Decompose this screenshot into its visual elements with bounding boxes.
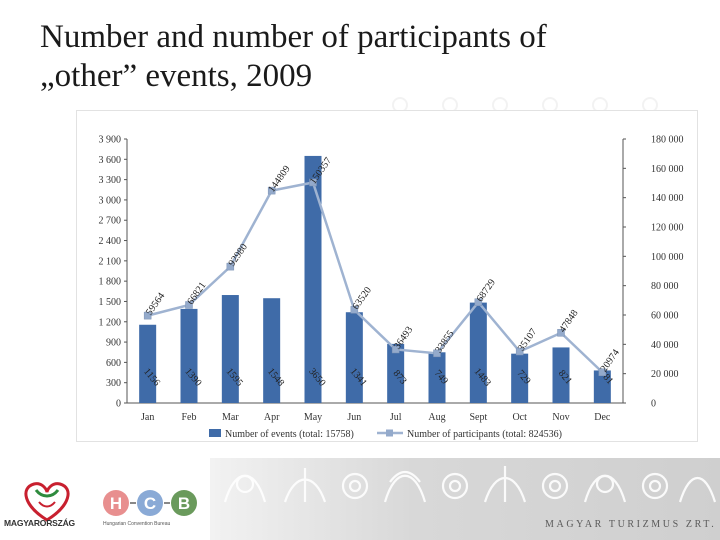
y-left-tick-label: 2 400 <box>99 236 122 247</box>
hcb-logo: H C B <box>103 490 197 516</box>
participants-marker <box>309 178 317 187</box>
participants-marker <box>557 329 565 337</box>
y-left-tick-label: 3 900 <box>99 135 122 146</box>
footer-ornament <box>223 466 717 503</box>
hcb-caption: Hungarian Convention Bureau <box>103 521 171 527</box>
participants-marker <box>598 368 607 376</box>
participants-marker <box>226 262 235 271</box>
line-value-label: 36493 <box>392 325 415 352</box>
legend-label-participants: Number of participants (total: 824536) <box>407 429 562 440</box>
y-left-tick-label: 300 <box>106 378 121 389</box>
y-left-tick-label: 0 <box>116 399 121 410</box>
y-left-tick-label: 2 700 <box>99 216 122 227</box>
y-left-tick-label: 1 800 <box>99 277 122 288</box>
chart-panel: 0 300 600 900 1 200 1 500 1 800 2 100 2 400 2 700… <box>76 110 698 442</box>
y-left-tick-label: 3 000 <box>99 195 122 206</box>
y-right-tick-label: 140 000 <box>651 193 684 204</box>
x-tick-label: Dec <box>594 412 611 423</box>
hcb-letter-b: B <box>178 494 190 513</box>
title-line-2: „other” events, 2009 <box>40 58 313 94</box>
bar <box>593 370 611 403</box>
x-tick-label: Jan <box>141 412 154 423</box>
bar <box>345 312 363 403</box>
y-left-tick-label: 600 <box>106 358 121 369</box>
y-right-tick-label: 20 000 <box>651 369 679 380</box>
line-value-label: 59564 <box>144 291 167 318</box>
participants-marker <box>185 301 193 309</box>
y-right-tick-label: 100 000 <box>651 252 684 263</box>
hcb-letter-c: C <box>144 494 156 513</box>
line-value-label: 63520 <box>351 285 374 312</box>
y-left-tick-label: 2 100 <box>99 256 122 267</box>
y-right-tick-label: 60 000 <box>651 311 679 322</box>
y-left-tick-label: 1 500 <box>99 297 122 308</box>
y-left-tick-label: 1 200 <box>99 317 122 328</box>
x-tick-label: Sept <box>469 412 487 423</box>
y-left-tick-label: 900 <box>106 338 121 349</box>
bar <box>304 155 322 403</box>
legend-label-events: Number of events (total: 15758) <box>225 429 354 440</box>
y-right-tick-label: 180 000 <box>651 135 684 146</box>
line-value-label: 35107 <box>516 327 539 354</box>
y-right-tick-label: 0 <box>651 399 656 410</box>
participants-marker <box>350 306 359 314</box>
y-right-tick-label: 120 000 <box>651 223 684 234</box>
slide-title: Number and number of participants of „ot… <box>40 18 680 96</box>
bar <box>552 347 570 403</box>
bar <box>469 302 487 403</box>
x-tick-label: Mar <box>222 412 239 423</box>
line-value-label: 47848 <box>557 308 580 335</box>
hcb-letter-h: H <box>110 494 122 513</box>
legend-swatch-marker <box>386 429 393 437</box>
y-right-tick-label: 80 000 <box>651 281 679 292</box>
line-value-label: 20974 <box>599 347 622 374</box>
line-value-label: 92980 <box>227 242 250 269</box>
bar <box>263 298 281 403</box>
participants-marker <box>433 349 441 358</box>
x-tick-label: Aug <box>428 412 445 423</box>
bar <box>139 324 157 403</box>
footer-ornament-band <box>210 458 720 540</box>
participants-marker <box>267 186 276 195</box>
title-line-1: Number and number of participants of <box>40 19 547 55</box>
magyarorszag-logo-text: MAGYARORSZÁG <box>4 518 75 528</box>
bar <box>387 343 405 403</box>
y-left-tick-label: 3 600 <box>99 155 122 166</box>
participants-marker <box>143 311 152 320</box>
y-right-tick-label: 160 000 <box>651 164 684 175</box>
x-tick-label: Jun <box>347 412 361 423</box>
line-value-label: 68729 <box>475 277 498 304</box>
bar <box>511 353 529 403</box>
chart-svg: 0 300 600 900 1 200 1 500 1 800 2 100 2 400 2 700… <box>99 135 684 441</box>
line-value-label: 33855 <box>433 329 456 356</box>
y-right-tick-label: 40 000 <box>651 340 679 351</box>
x-tick-label: Feb <box>182 412 197 423</box>
bar <box>180 308 198 403</box>
participants-marker <box>474 298 483 306</box>
x-tick-label: Jul <box>390 412 402 423</box>
x-tick-label: Oct <box>512 412 527 423</box>
magyarorszag-heart-logo <box>24 482 70 522</box>
company-name: MAGYAR TURIZMUS ZRT. <box>545 519 717 530</box>
participants-marker <box>391 345 400 354</box>
participants-line <box>147 181 604 374</box>
x-tick-label: Nov <box>552 412 569 423</box>
participants-marker <box>515 347 524 356</box>
x-tick-label: May <box>304 412 322 423</box>
bar <box>428 352 446 403</box>
x-tick-label: Apr <box>264 412 280 423</box>
bar <box>221 295 239 403</box>
legend-swatch-bars <box>209 429 221 437</box>
y-left-tick-label: 3 300 <box>99 175 122 186</box>
line-value-label: 66821 <box>185 280 208 307</box>
